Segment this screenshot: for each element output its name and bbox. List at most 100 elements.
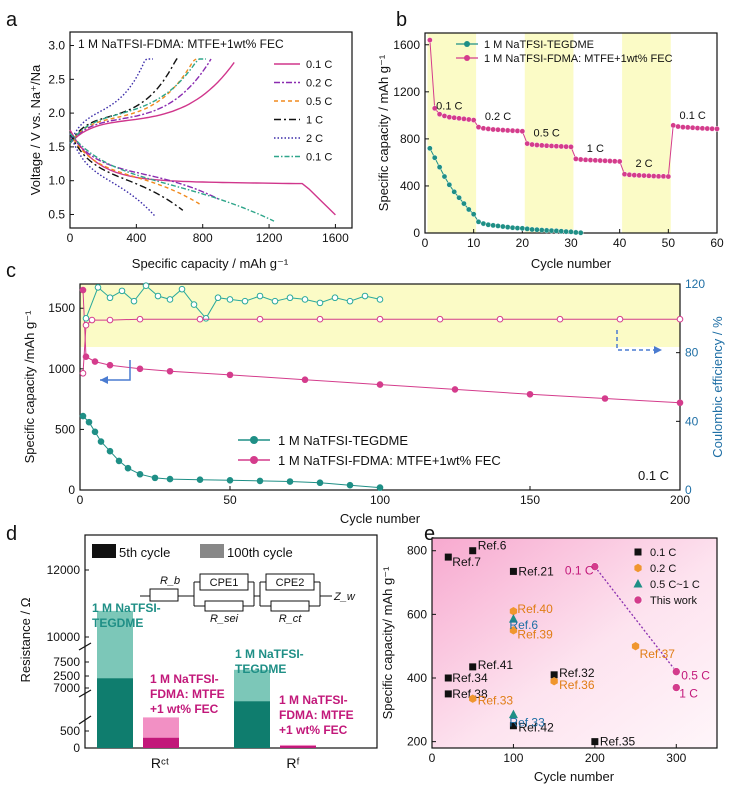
data-point-1 — [577, 156, 584, 163]
bar-tegdme-5th-rf — [234, 701, 270, 748]
data-point-1 — [539, 142, 545, 149]
data-point-1 — [602, 157, 608, 164]
data-point-0 — [115, 457, 123, 465]
data-point-3 — [376, 315, 384, 323]
panel-c-letter: c — [6, 260, 16, 282]
data-point-1 — [514, 128, 521, 134]
legend-label-1: 1 M NaTFSI-FDMA: MTFE+1wt% FEC — [484, 53, 673, 65]
data-point-1 — [91, 358, 99, 365]
point-label-0: Ref.42 — [518, 721, 554, 735]
charge-curve-5 — [69, 58, 206, 144]
bar-tegdme-5th-rct — [97, 678, 133, 748]
label-cpe1: CPE1 — [210, 577, 239, 589]
d-ytick-label: 2500 — [53, 669, 80, 683]
data-point-1 — [106, 361, 114, 369]
discharge-curve-2 — [69, 133, 202, 206]
data-point-0 — [451, 189, 458, 195]
point-label-0: Ref.21 — [518, 564, 554, 578]
data-point-1 — [509, 127, 516, 134]
c-xtick-label: 0 — [77, 493, 84, 507]
data-point-1 — [548, 143, 555, 149]
point-label-2: Ref.6 — [509, 618, 538, 632]
data-point-3 — [671, 667, 681, 676]
rate-label-3: 1 C — [587, 143, 604, 155]
point-label-3: 1 C — [679, 687, 698, 701]
data-point-0 — [444, 553, 452, 561]
point-label-0: Ref.7 — [452, 555, 481, 569]
a-ytick-label: 1.0 — [48, 174, 65, 188]
panel-a-xlabel: Specific capacity / mAh g⁻¹ — [132, 256, 289, 271]
data-point-1 — [553, 143, 560, 149]
data-point-3 — [316, 315, 324, 323]
panel-b: b 0 10 20 30 40 50 60 0 400 800 1200 1600 0.1 C 0.2 … — [376, 9, 724, 271]
data-point-0 — [529, 226, 535, 233]
legend-label-100th: 100th cycle — [227, 545, 293, 560]
data-point-1 — [626, 171, 633, 178]
data-point-3 — [79, 369, 87, 377]
data-point-0 — [548, 227, 555, 234]
data-point-1 — [427, 37, 433, 43]
data-point-2 — [226, 296, 234, 303]
rate-label-1: 0.2 C — [485, 111, 511, 123]
data-point-0 — [469, 663, 477, 671]
legend-label-4: 2 C — [306, 133, 323, 145]
data-point-2 — [142, 282, 150, 290]
e-xtick-label: 200 — [585, 751, 605, 765]
a-ytick-label: 2.0 — [48, 106, 65, 120]
panel-b-ylabel: Specific capacity / mAh g⁻¹ — [376, 54, 391, 211]
data-point-3 — [616, 315, 624, 323]
data-point-1 — [641, 172, 647, 179]
legend-label-3: This work — [650, 595, 698, 607]
rate-label-0: 0.1 C — [436, 100, 462, 112]
data-point-0 — [316, 479, 324, 487]
label-zw: Z_w — [333, 591, 356, 603]
b-xtick-label: 0 — [422, 236, 429, 250]
bar-fdma-5th-rf — [280, 745, 316, 748]
data-point-0 — [470, 211, 477, 217]
data-point-2 — [190, 301, 198, 308]
panel-e-ylabel: Specific capacity/ mAh g⁻¹ — [380, 566, 395, 719]
e-ytick-label: 400 — [407, 671, 427, 685]
rate-band-4 — [622, 33, 671, 233]
b-ytick-label: 1600 — [393, 38, 420, 52]
data-point-2 — [106, 294, 114, 302]
electrolyte-annotation-2: TEGDME — [235, 662, 286, 676]
data-point-1 — [612, 158, 618, 165]
data-point-1 — [500, 127, 506, 133]
discharge-curve-1 — [69, 132, 220, 201]
d-ytick-label: 7000 — [53, 681, 80, 695]
data-point-0 — [524, 226, 531, 232]
a-xtick-label: 1200 — [256, 231, 283, 245]
panel-c-xlabel: Cycle number — [340, 511, 421, 526]
data-point-0 — [461, 200, 467, 207]
point-label-2: Ref.33 — [509, 716, 545, 730]
axis-break-1 — [78, 689, 92, 698]
data-point-3 — [496, 315, 504, 323]
data-point-2 — [94, 284, 102, 291]
data-point-0 — [286, 478, 294, 485]
b-xtick-label: 40 — [613, 236, 627, 250]
panel-e-legend: 0.1 C 0.2 C 0.5 C~1 C This work — [633, 547, 700, 607]
legend-marker-0 — [464, 41, 470, 47]
data-point-1 — [582, 157, 589, 163]
data-point-1 — [79, 286, 87, 294]
data-point-1 — [665, 173, 672, 180]
discharge-curve-3 — [69, 133, 184, 211]
panel-d-bars — [97, 610, 316, 748]
legend-label-0: 0.1 C — [650, 547, 676, 559]
resistor-rb — [149, 588, 179, 602]
data-point-1 — [526, 390, 534, 398]
data-point-2 — [130, 297, 138, 305]
electrolyte-annotation-3: 1 M NaTFSI- — [279, 693, 348, 707]
data-point-1 — [660, 173, 667, 180]
legend-label-1: 0.2 C — [650, 563, 676, 575]
label-rb: R_b — [160, 575, 180, 587]
data-point-2 — [256, 292, 264, 300]
label-cpe2: CPE2 — [276, 577, 305, 589]
legend-marker-0 — [250, 436, 258, 444]
data-point-3 — [590, 562, 600, 571]
data-point-2 — [286, 294, 294, 302]
rate-label-5: 0.1 C — [680, 110, 706, 122]
b-xtick-label: 50 — [662, 236, 676, 250]
